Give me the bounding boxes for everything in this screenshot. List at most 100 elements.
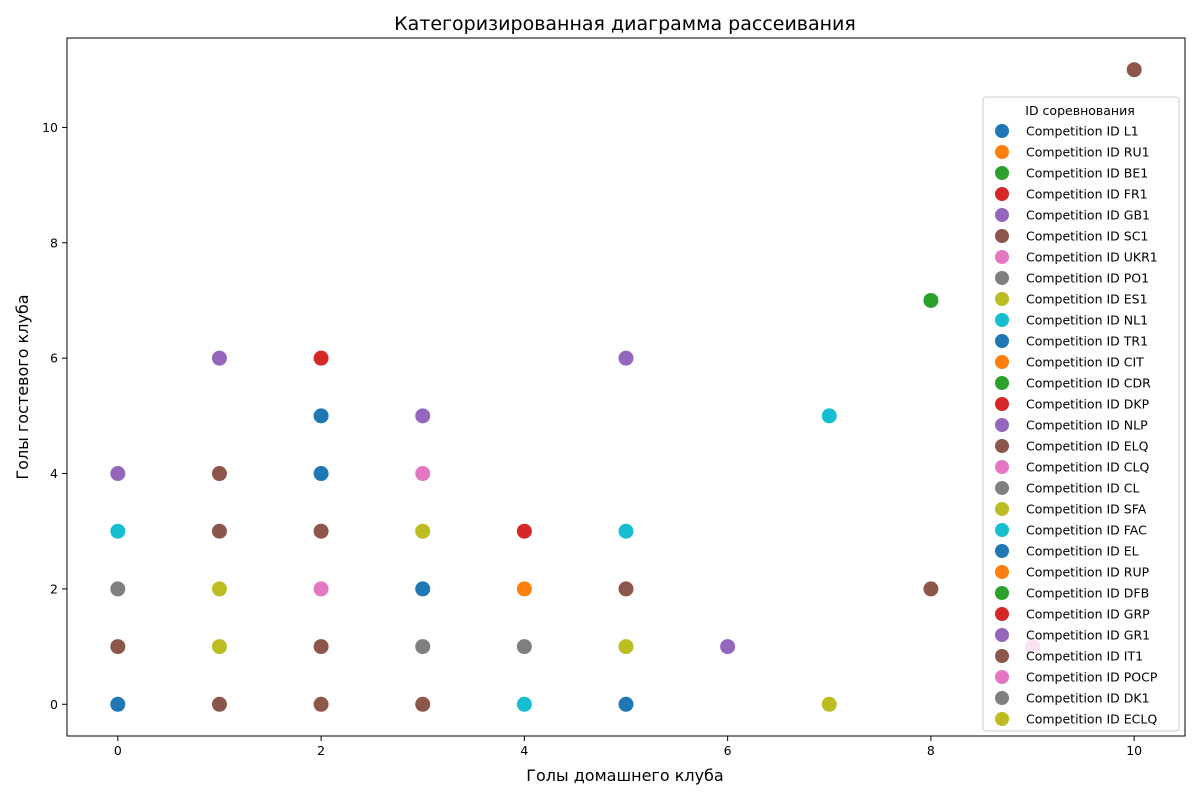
legend-entry-label: Competition ID GRP [1026,607,1150,622]
data-point [110,639,126,655]
data-points [110,62,1142,712]
data-point [415,696,431,712]
legend-marker [995,334,1009,348]
data-point [415,466,431,482]
data-point [313,581,329,597]
y-tick-label: 10 [42,120,58,135]
legend-entry-label: Competition ID SFA [1026,502,1147,517]
legend-entry-label: Competition ID NLP [1026,418,1148,433]
x-tick-label: 8 [927,743,935,758]
data-point [618,696,634,712]
legend-marker [995,502,1009,516]
data-point [1126,62,1142,78]
data-point [618,581,634,597]
legend-marker [995,607,1009,621]
legend-marker [995,376,1009,390]
legend-marker [995,397,1009,411]
legend-box [982,96,1180,732]
data-point [211,523,227,539]
legend-entry-label: Competition ID GR1 [1026,628,1150,643]
legend-entry-label: Competition ID DKP [1026,397,1150,412]
legend-marker [995,271,1009,285]
legend-entry-label: Competition ID RU1 [1026,145,1150,160]
legend-entry-label: Competition ID L1 [1026,124,1139,139]
legend-marker [995,229,1009,243]
legend-marker [995,208,1009,222]
legend-entry-label: Competition ID BE1 [1026,166,1148,181]
data-point [110,581,126,597]
legend-marker [995,460,1009,474]
data-point [516,639,532,655]
legend-marker [995,523,1009,537]
x-tick-label: 10 [1126,743,1142,758]
plot-frame [66,37,1186,737]
data-point [516,581,532,597]
data-point [110,523,126,539]
legend-marker [995,355,1009,369]
data-point [211,350,227,366]
y-tick-label: 8 [50,235,58,250]
y-axis-label: Голы гостевого клуба [13,294,32,479]
legend-entry-label: Competition ID FAC [1026,523,1147,538]
data-point [821,696,837,712]
data-point [313,523,329,539]
legend-entry-label: Competition ID FR1 [1026,187,1148,202]
legend-marker [995,544,1009,558]
data-point [516,696,532,712]
legend-entry-label: Competition ID CDR [1026,376,1151,391]
x-tick-label: 2 [317,743,325,758]
data-point [618,639,634,655]
chart-title: Категоризированная диаграмма рассеивания [394,13,856,35]
legend-marker [995,439,1009,453]
data-point [618,350,634,366]
data-point [211,581,227,597]
data-point [110,466,126,482]
x-tick-label: 6 [724,743,732,758]
x-tick-label: 0 [114,743,122,758]
data-point [211,696,227,712]
legend-entry-label: Competition ID DK1 [1026,691,1150,706]
legend-entry-label: Competition ID PO1 [1026,271,1149,286]
legend-entry-label: Competition ID RUP [1026,565,1150,580]
data-point [923,292,939,308]
legend-entry-label: Competition ID TR1 [1026,334,1148,349]
data-point [313,639,329,655]
data-point [415,639,431,655]
y-tick-label: 0 [50,697,58,712]
x-axis-label: Голы домашнего клуба [526,766,723,785]
legend-marker [995,628,1009,642]
legend-entry-label: Competition ID DFB [1026,586,1149,601]
legend: ID соревнования Competition ID L1 Competi… [982,96,1180,732]
legend-marker [995,313,1009,327]
data-point [516,523,532,539]
data-point [110,696,126,712]
legend-entry-label: Competition ID POCP [1026,670,1158,685]
legend-marker [995,586,1009,600]
legend-entry-label: Competition ID CLQ [1026,460,1149,475]
data-point [313,350,329,366]
legend-marker [995,691,1009,705]
legend-entry-label: Competition ID ELQ [1026,439,1149,454]
data-point [415,523,431,539]
x-tick-label: 4 [520,743,528,758]
data-point [211,639,227,655]
legend-entry-label: Competition ID NL1 [1026,313,1148,328]
y-tick-label: 4 [50,466,58,481]
legend-marker [995,418,1009,432]
data-point [211,466,227,482]
y-tick-label: 2 [50,581,58,596]
legend-title: ID соревнования [1025,103,1134,118]
data-point [415,408,431,424]
axis-ticks: 0 2 4 6 8 10 0 2 4 6 8 10 [42,120,1142,758]
legend-entry-label: Competition ID EL [1026,544,1139,559]
legend-entry-label: Competition ID GB1 [1026,208,1150,223]
data-point [720,639,736,655]
data-point [313,696,329,712]
y-tick-label: 6 [50,351,58,366]
data-point [821,408,837,424]
legend-entry-label: Competition ID CIT [1026,355,1144,370]
data-point [618,523,634,539]
legend-marker [995,124,1009,138]
legend-marker [995,292,1009,306]
